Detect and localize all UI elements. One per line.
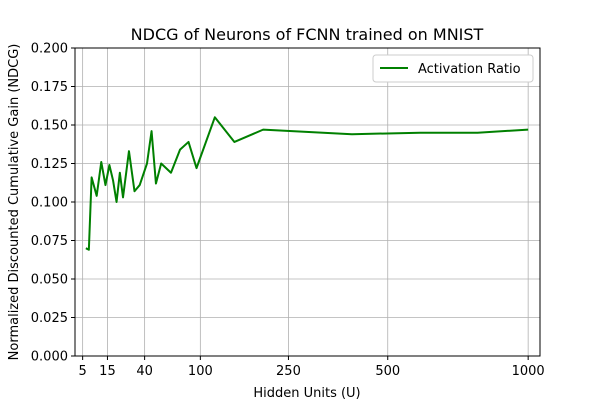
y-tick-label: 0.025 [31,311,68,326]
legend-label: Activation Ratio [418,62,521,77]
x-tick-label: 250 [276,364,301,379]
y-tick-label: 0.100 [31,196,68,211]
y-tick-label: 0.075 [31,234,68,249]
y-tick-label: 0.000 [31,350,68,365]
series-line [85,116,529,251]
y-tick-label: 0.125 [31,157,68,172]
x-tick-label: 1000 [512,364,545,379]
y-tick-label: 0.200 [31,42,68,57]
x-tick-label: 500 [375,364,400,379]
x-axis-ticks: 5 15 40 100 250 500 1000 [79,356,545,379]
series-lines [85,116,529,251]
y-tick-label: 0.050 [31,273,68,288]
x-tick-label: 5 [79,364,87,379]
x-axis-label: Hidden Units (U) [253,386,360,400]
chart-title: NDCG of Neurons of FCNN trained on MNIST [131,25,484,44]
legend: Activation Ratio [372,54,534,83]
y-axis-ticks: 0.000 0.025 0.050 0.075 0.100 0.125 0.150 0.175… [31,42,75,365]
x-tick-label: 40 [136,364,153,379]
y-tick-label: 0.150 [31,119,68,134]
y-axis-label: Normalized Discounted Cumulative Gain (N… [7,44,22,361]
x-tick-label: 100 [188,364,213,379]
x-tick-label: 15 [99,364,116,379]
y-tick-label: 0.175 [31,80,68,95]
legend-box [372,54,534,83]
